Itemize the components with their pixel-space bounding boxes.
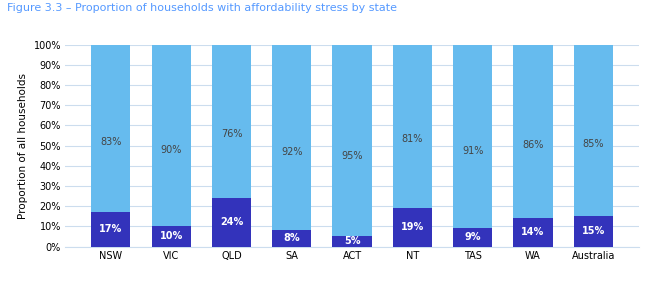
- Bar: [91, 212, 130, 247]
- Text: Figure 3.3 – Proportion of households with affordability stress by state: Figure 3.3 – Proportion of households wi…: [7, 3, 396, 13]
- Bar: [513, 45, 553, 218]
- Bar: [272, 230, 312, 247]
- Text: 9%: 9%: [464, 233, 481, 242]
- Text: 85%: 85%: [582, 139, 604, 149]
- Text: 83%: 83%: [100, 137, 121, 147]
- Bar: [574, 216, 613, 247]
- Text: 90%: 90%: [160, 145, 182, 155]
- Bar: [151, 226, 191, 247]
- Bar: [212, 198, 251, 247]
- Bar: [393, 45, 432, 208]
- Text: 86%: 86%: [522, 140, 544, 150]
- Text: 92%: 92%: [281, 147, 303, 157]
- Bar: [574, 45, 613, 216]
- Bar: [333, 236, 372, 247]
- Bar: [151, 45, 191, 226]
- Text: 10%: 10%: [160, 231, 183, 241]
- Bar: [272, 45, 312, 230]
- Text: 19%: 19%: [401, 222, 424, 232]
- Bar: [333, 45, 372, 236]
- Bar: [91, 45, 130, 212]
- Bar: [453, 228, 492, 247]
- Text: 8%: 8%: [284, 233, 300, 244]
- Text: 95%: 95%: [342, 151, 363, 161]
- Text: 76%: 76%: [221, 129, 243, 139]
- Text: 24%: 24%: [220, 217, 243, 227]
- Text: 5%: 5%: [344, 236, 361, 247]
- Y-axis label: Proportion of all households: Proportion of all households: [18, 72, 28, 219]
- Text: 14%: 14%: [522, 228, 544, 237]
- Bar: [393, 208, 432, 247]
- Text: 91%: 91%: [462, 146, 483, 156]
- Text: 17%: 17%: [99, 224, 123, 234]
- Text: 15%: 15%: [582, 226, 605, 236]
- Bar: [453, 45, 492, 228]
- Text: 81%: 81%: [402, 135, 423, 144]
- Bar: [212, 45, 251, 198]
- Bar: [513, 218, 553, 247]
